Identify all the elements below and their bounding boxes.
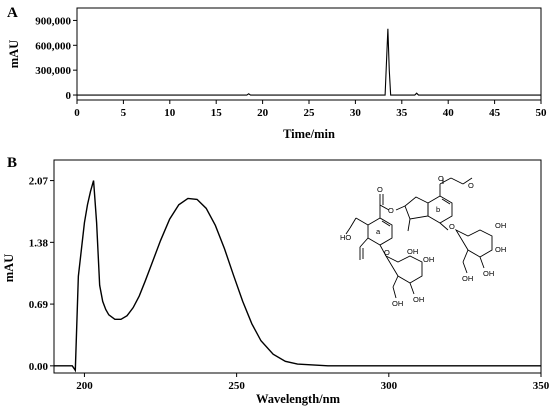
x-tick-label: 5 [121,107,127,119]
bond [392,286,397,299]
x-tick-label: 45 [489,107,501,119]
chemical-structure [345,177,493,299]
x-tick-label: 35 [396,107,408,119]
panel-b-x-ticks: 200 250 300 350 [76,373,550,392]
atom-label: O [438,174,444,183]
x-tick-label: 25 [304,107,316,119]
x-tick-label: 30 [350,107,362,119]
bond [479,256,485,269]
panel-a-y-axis-title: mAU [7,40,21,68]
atom-label: O [468,181,474,190]
x-tick-label: 0 [74,107,80,119]
chemical-structure-labels: O O O b O O HO a O OH OH OH OH OH OH OH … [340,174,506,308]
atom-label: OH [483,269,494,278]
y-tick-label: 0.00 [29,361,49,373]
panel-a-chromatogram-line [77,28,541,96]
x-tick-label: 200 [76,380,93,392]
atom-label: O [388,206,394,215]
bond [407,218,411,232]
atom-label: OH [462,274,473,283]
panel-a-y-ticks: 0 300,000 600,000 900,000 [35,15,77,102]
bond [462,261,468,274]
y-tick-label: 0.69 [29,299,49,311]
atom-label: O [449,222,455,231]
atom-label: O [384,248,390,257]
atom-label: OH [407,247,418,256]
bond [409,282,415,295]
bond [439,222,449,231]
panel-a-frame [76,7,542,101]
ring-label: b [436,205,440,214]
bond [345,227,351,235]
ring-label: a [376,227,381,236]
bond [395,205,406,211]
bond [441,198,451,205]
x-tick-label: 300 [381,380,398,392]
x-tick-label: 10 [164,107,176,119]
bond [462,249,469,263]
bond [379,244,387,257]
bond [359,237,369,248]
x-tick-label: 20 [257,107,269,119]
x-tick-label: 350 [533,380,550,392]
ring-cyclopentane [404,196,429,220]
atom-label: O [377,185,383,194]
panel-b-y-axis-title: mAU [2,254,16,282]
bond [355,217,369,226]
x-tick-label: 250 [228,380,245,392]
x-tick-label: 15 [211,107,223,119]
atom-label: OH [495,221,506,230]
bond [392,275,399,288]
panel-a: A 0 5 10 15 20 25 30 35 40 45 50 0 300,000 600,000 90… [7,5,547,141]
y-tick-label: 900,000 [35,15,71,27]
atom-label: OH [392,299,403,308]
x-tick-label: 50 [536,107,548,119]
atom-label: OH [495,245,506,254]
bond [349,217,357,229]
bond [379,204,390,211]
ring-glucose-b [454,228,493,258]
atom-label: OH [423,255,434,264]
panel-a-x-axis-title: Time/min [283,127,335,141]
y-tick-label: 1.38 [29,237,49,249]
panel-b-letter: B [7,155,17,171]
bond [439,177,452,185]
y-tick-label: 300,000 [35,65,71,77]
panel-b-frame [53,159,542,374]
x-tick-label: 40 [443,107,455,119]
bond [462,177,473,185]
y-tick-label: 2.07 [29,176,49,188]
bond [450,177,464,185]
atom-label: OH [413,295,424,304]
y-tick-label: 0 [66,90,72,102]
bond [381,220,391,227]
atom-label: HO [340,233,351,242]
panel-a-x-ticks: 0 5 10 15 20 25 30 35 40 45 50 [74,100,547,119]
panel-b-y-ticks: 0.00 0.69 1.38 2.07 [29,176,54,373]
panel-b-x-axis-title: Wavelength/nm [256,392,341,406]
ring-glucose-a [384,254,423,284]
panel-a-letter: A [7,5,18,21]
y-tick-label: 600,000 [35,40,71,52]
panel-b: B 200 250 300 350 0.00 0.69 1.38 2.07 Waveleng… [2,155,550,406]
panel-b-uv-spectrum-line [54,180,541,373]
